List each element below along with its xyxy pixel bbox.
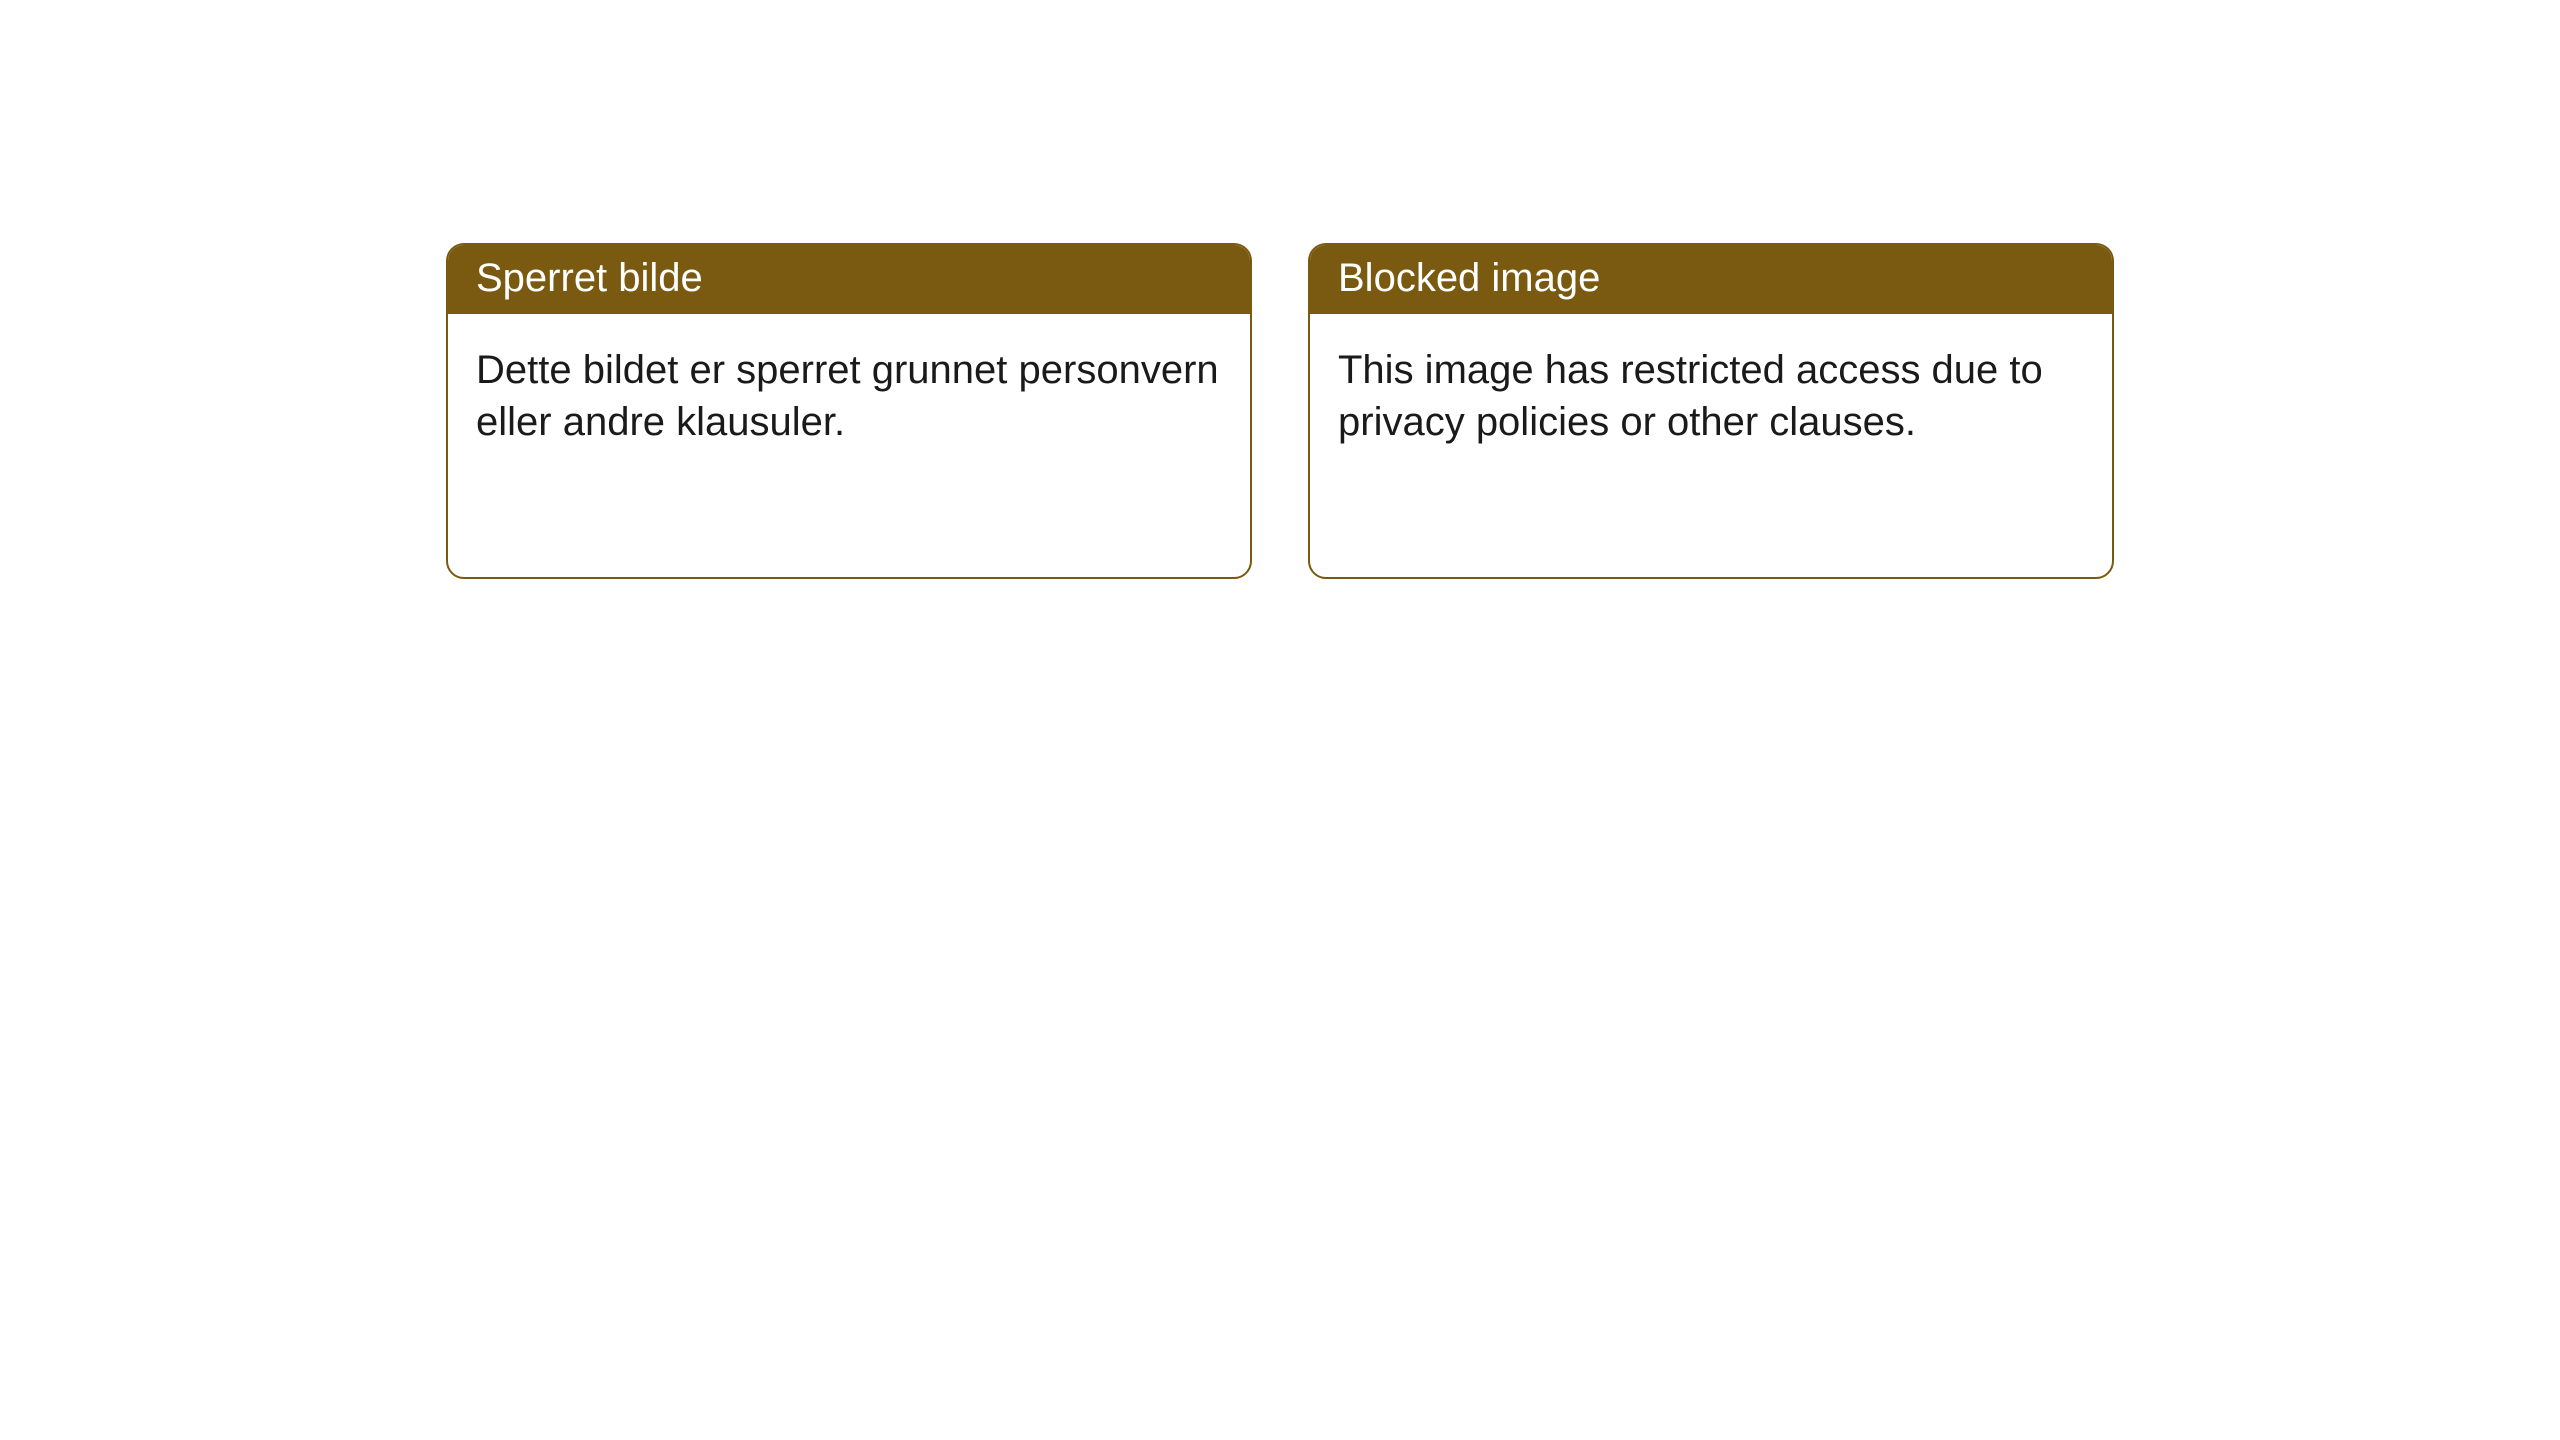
blocked-image-card-no: Sperret bilde Dette bildet er sperret gr… <box>446 243 1252 579</box>
card-title: Sperret bilde <box>448 245 1250 314</box>
card-body: This image has restricted access due to … <box>1310 314 2112 478</box>
card-body: Dette bildet er sperret grunnet personve… <box>448 314 1250 478</box>
card-title: Blocked image <box>1310 245 2112 314</box>
blocked-image-card-en: Blocked image This image has restricted … <box>1308 243 2114 579</box>
cards-row: Sperret bilde Dette bildet er sperret gr… <box>0 0 2560 579</box>
